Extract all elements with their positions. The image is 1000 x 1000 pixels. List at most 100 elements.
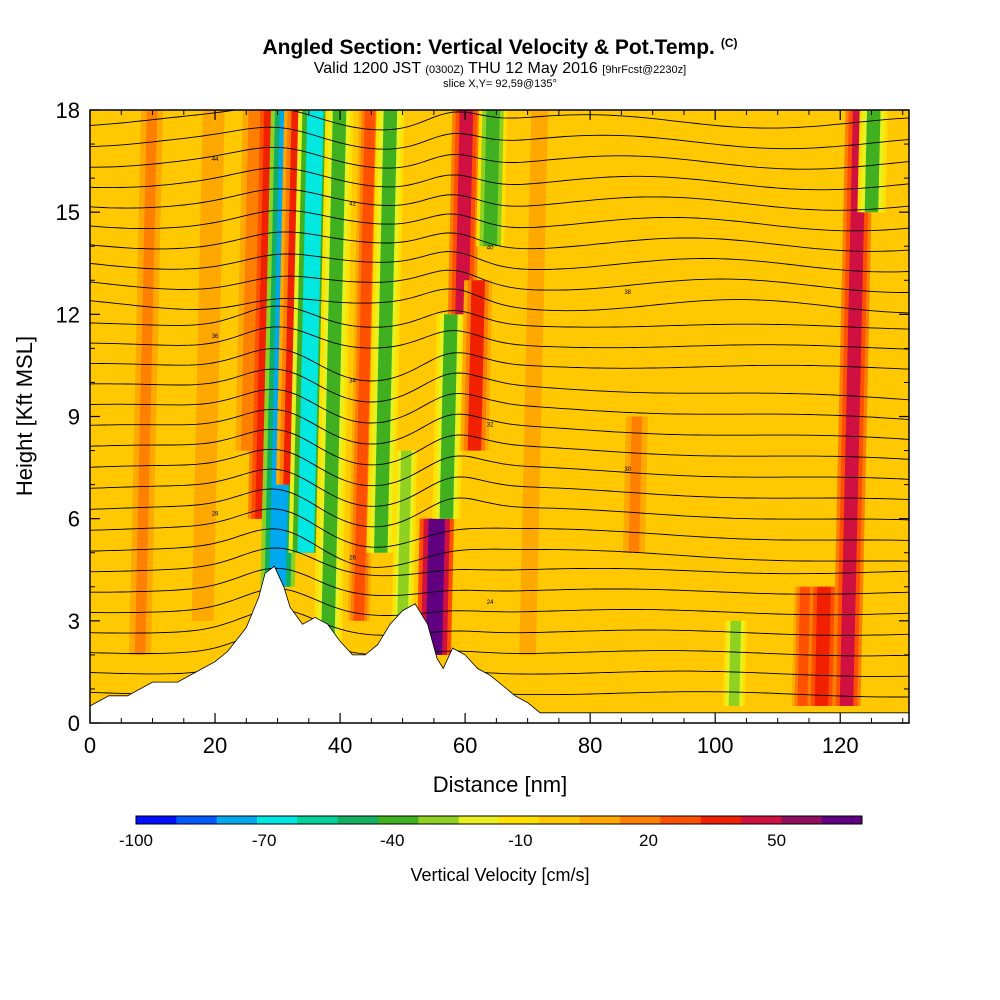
- colorbar-swatch: [337, 816, 379, 824]
- x-tick-label: 60: [453, 733, 477, 758]
- isentrope-line: [90, 368, 909, 403]
- velocity-field: [90, 110, 909, 723]
- velocity-band: [374, 110, 398, 553]
- velocity-band: [425, 518, 446, 655]
- velocity-band: [241, 110, 260, 451]
- isentrope-line: [90, 209, 909, 232]
- y-axis-label: Height [Kft MSL]: [12, 336, 37, 496]
- colorbar-tick-label: -40: [380, 831, 405, 850]
- colorbar-swatch: [539, 816, 581, 824]
- y-tick-label: 15: [56, 200, 80, 225]
- isentrope-line: [90, 408, 909, 445]
- isentrope-label: 42: [349, 201, 356, 207]
- isentrope-line: [90, 608, 909, 636]
- isentrope-line: [90, 567, 909, 597]
- colorbar-swatch: [579, 816, 621, 824]
- x-axis: 0 20 40 60 80 100 120: [84, 110, 904, 758]
- velocity-band: [728, 620, 742, 706]
- slice-info: slice X,Y= 92,59@135°: [443, 78, 557, 90]
- velocity-band: [814, 586, 831, 706]
- isentrope-line: [90, 629, 909, 657]
- colorbar-swatch: [136, 816, 177, 824]
- chart-subtitle: Valid 1200 JST (0300Z) THU 12 May 2016 […: [0, 60, 1000, 78]
- isentrope-line: [364, 110, 392, 111]
- velocity-band: [397, 450, 412, 621]
- y-tick-label: 18: [56, 98, 80, 123]
- forecast-info: [9hrFcst@2230z]: [602, 64, 687, 76]
- isentrope-label: 44: [212, 157, 219, 163]
- x-tick-label: 120: [822, 733, 859, 758]
- isentrope-label: 34: [349, 378, 356, 384]
- isentrope-line: [90, 110, 909, 131]
- isentrope-line: [90, 508, 909, 548]
- isentrope-label: 24: [487, 600, 494, 606]
- x-tick-label: 40: [328, 733, 352, 758]
- colorbar-swatch: [660, 816, 702, 824]
- isentrope-label: 36: [212, 334, 219, 340]
- isentrope-line: [90, 588, 909, 616]
- isentrope-label: 40: [487, 246, 494, 252]
- colorbar-frame: [135, 815, 863, 825]
- colorbar-swatch: [418, 816, 460, 824]
- isentrope-line: [90, 288, 909, 314]
- colorbar-swatch: [781, 816, 823, 824]
- isentrope-line: [90, 528, 909, 568]
- isentrope-line: [90, 167, 909, 191]
- velocity-band: [864, 110, 881, 213]
- velocity-band: [134, 110, 158, 655]
- colorbar-swatch: [700, 816, 742, 824]
- isentrope-line: [90, 428, 909, 466]
- velocity-band: [839, 110, 867, 706]
- isentrope-label: 38: [624, 290, 631, 296]
- isentrope-label: 30: [624, 467, 631, 473]
- x-tick-label: 100: [697, 733, 734, 758]
- colorbar-swatch: [257, 816, 298, 824]
- isentrope-line: [90, 269, 909, 293]
- isentropes: 44 42 40 38 36 34 32 30 28 26 24: [90, 110, 909, 698]
- isentrope-line: [90, 126, 909, 150]
- y-tick-label: 12: [56, 302, 80, 327]
- isentrope-label: 28: [212, 511, 219, 517]
- y-tick-label: 6: [68, 507, 80, 532]
- velocity-band: [197, 110, 219, 621]
- velocity-band: [297, 110, 324, 553]
- terrain-fill: [90, 565, 909, 723]
- isentrope-label: 32: [487, 423, 494, 429]
- valid-date: THU 12 May 2016: [467, 60, 598, 77]
- isentrope-label: 26: [349, 556, 356, 562]
- colorbar-tick-label: 20: [639, 831, 658, 850]
- x-tick-label: 20: [203, 733, 227, 758]
- velocity-band: [522, 110, 545, 655]
- velocity-band: [320, 110, 347, 655]
- y-tick-label: 9: [68, 405, 80, 430]
- colorbar-tick-label: -70: [252, 831, 277, 850]
- isentrope-line: [90, 146, 909, 170]
- velocity-band: [439, 314, 458, 519]
- chart-title: Angled Section: Vertical Velocity & Pot.…: [262, 36, 738, 59]
- colorbar: -100 -70 -40 -10 20 50: [119, 815, 863, 850]
- colorbar-swatch: [458, 816, 500, 824]
- y-tick-label: 3: [68, 609, 80, 634]
- velocity-band: [797, 586, 811, 706]
- colorbar-tick-label: -10: [508, 831, 533, 850]
- velocity-band: [353, 110, 376, 621]
- valid-utc: (0300Z): [425, 64, 464, 76]
- colorbar-tick-label: -100: [119, 831, 153, 850]
- terrain: [90, 565, 909, 723]
- colorbar-swatch: [620, 816, 661, 824]
- velocity-band: [455, 110, 474, 315]
- isentrope-line: [90, 348, 909, 382]
- isentrope-line: [90, 388, 909, 424]
- isentrope-line: [90, 231, 909, 252]
- isentrope-line: [90, 488, 909, 528]
- colorbar-swatch: [176, 816, 218, 824]
- title-unit: (C): [720, 36, 738, 50]
- colorbar-tick-label: 50: [767, 831, 786, 850]
- colorbar-label: Vertical Velocity [cm/s]: [410, 865, 589, 885]
- y-tick-label: 0: [68, 711, 80, 736]
- valid-time: Valid 1200 JST: [313, 60, 421, 77]
- colorbar-swatch: [297, 816, 339, 824]
- isentrope-line: [90, 251, 909, 273]
